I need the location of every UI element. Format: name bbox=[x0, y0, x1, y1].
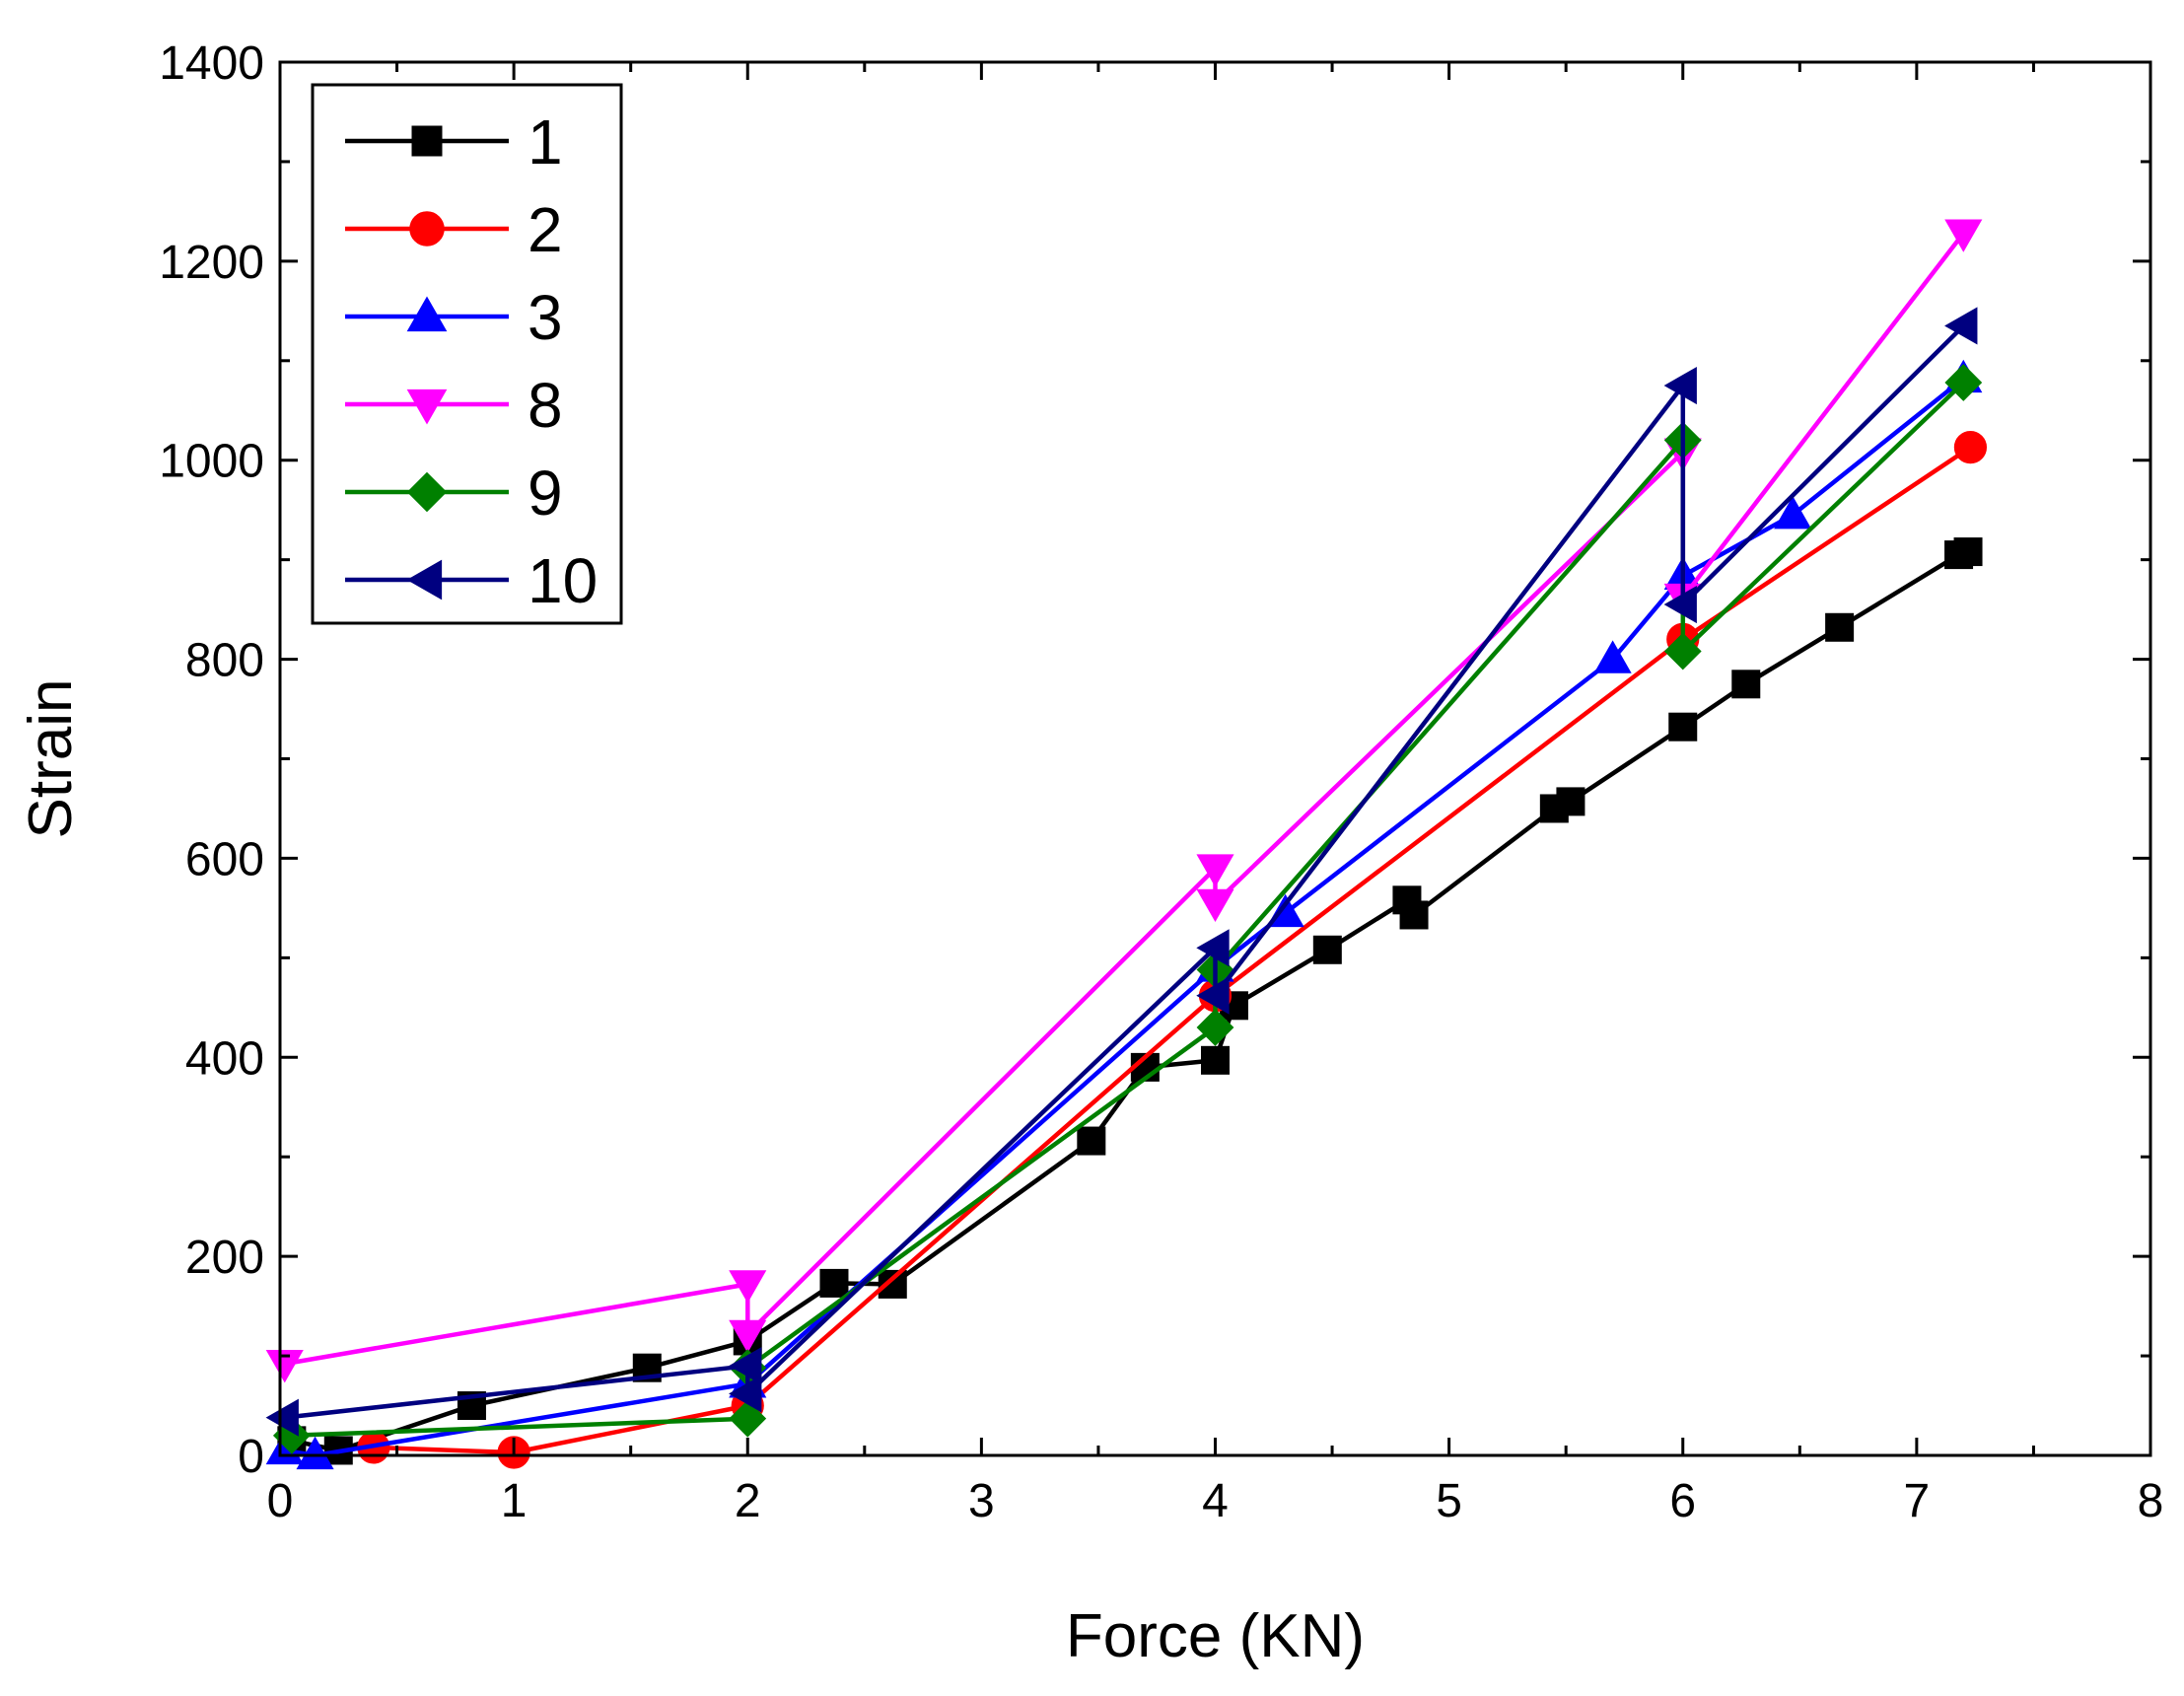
data-point-1 bbox=[1399, 900, 1429, 930]
legend-box bbox=[311, 83, 623, 625]
legend-item-8: 8 bbox=[345, 370, 563, 441]
data-point-10 bbox=[1663, 366, 1697, 405]
y-tick-label: 800 bbox=[185, 635, 264, 687]
data-point-1 bbox=[1731, 670, 1761, 699]
data-point-10 bbox=[729, 1347, 762, 1385]
data-point-2 bbox=[1953, 430, 1988, 464]
data-point-9 bbox=[1196, 1009, 1234, 1046]
y-tick-label: 1200 bbox=[159, 237, 264, 289]
legend-marker-3 bbox=[406, 296, 448, 332]
data-point-10 bbox=[1196, 976, 1230, 1015]
legend-label: 10 bbox=[528, 545, 598, 616]
y-tick-label: 600 bbox=[185, 833, 264, 885]
data-point-8 bbox=[729, 1270, 767, 1304]
data-point-10 bbox=[265, 1398, 299, 1437]
data-point-10 bbox=[1196, 929, 1230, 967]
x-tick-label: 0 bbox=[267, 1475, 294, 1527]
data-point-8 bbox=[1944, 219, 1983, 252]
legend-item-3: 3 bbox=[345, 282, 563, 353]
y-tick-label: 400 bbox=[185, 1032, 264, 1085]
legend-label: 9 bbox=[528, 458, 563, 529]
data-point-1 bbox=[819, 1268, 849, 1298]
legend-item-9: 9 bbox=[345, 458, 563, 529]
x-tick-label: 3 bbox=[968, 1475, 995, 1527]
data-point-1 bbox=[1312, 935, 1342, 964]
legend-item-2: 2 bbox=[345, 194, 563, 265]
legend-marker-8 bbox=[406, 389, 448, 425]
legend-label: 1 bbox=[528, 106, 563, 177]
legend-item-10: 10 bbox=[345, 545, 598, 616]
data-point-9 bbox=[1944, 364, 1983, 401]
x-tick-label: 8 bbox=[2138, 1475, 2164, 1527]
legend-marker-9 bbox=[406, 471, 448, 513]
legend-label: 2 bbox=[528, 194, 563, 265]
data-point-1 bbox=[1201, 1045, 1230, 1075]
data-point-1 bbox=[1953, 537, 1983, 567]
axis-tick-labels: 0 1 2 3 4 5 6 7 8 0 200 400 600 800 1000 1200 1400 bbox=[159, 37, 2163, 1527]
legend-marker-2 bbox=[409, 211, 445, 247]
y-tick-label: 0 bbox=[238, 1431, 264, 1483]
series-layer bbox=[265, 219, 1988, 1470]
data-point-8 bbox=[265, 1349, 304, 1383]
data-point-10 bbox=[1944, 307, 1978, 345]
data-point-8 bbox=[729, 1319, 767, 1354]
x-tick-label: 6 bbox=[1669, 1475, 1696, 1527]
x-tick-label: 4 bbox=[1202, 1475, 1229, 1527]
data-point-10 bbox=[729, 1375, 762, 1413]
data-point-1 bbox=[1077, 1126, 1106, 1156]
data-point-3 bbox=[1593, 640, 1632, 673]
x-tick-label: 5 bbox=[1436, 1475, 1462, 1527]
y-tick-label: 1400 bbox=[159, 37, 264, 90]
legend-label: 3 bbox=[528, 282, 563, 353]
data-point-9 bbox=[1663, 632, 1702, 671]
x-tick-label: 2 bbox=[735, 1475, 761, 1527]
y-tick-label: 200 bbox=[185, 1232, 264, 1284]
x-axis-title: Force (KN) bbox=[1066, 1602, 1365, 1670]
legend-marker-10 bbox=[406, 559, 443, 601]
data-point-3 bbox=[1774, 496, 1812, 530]
data-point-1 bbox=[1556, 787, 1585, 816]
axis-ticks bbox=[278, 60, 2152, 1457]
x-tick-label: 1 bbox=[501, 1475, 528, 1527]
legend-label: 8 bbox=[528, 370, 563, 441]
data-point-8 bbox=[1196, 854, 1234, 887]
y-axis-title: Strain bbox=[17, 679, 85, 839]
y-tick-label: 1000 bbox=[159, 436, 264, 488]
data-point-3 bbox=[296, 1436, 334, 1470]
data-point-1 bbox=[1825, 612, 1855, 642]
data-point-1 bbox=[1668, 712, 1698, 742]
legend: 1 2 3 8 9 10 bbox=[311, 83, 623, 625]
data-point-8 bbox=[1196, 888, 1234, 923]
series-10 bbox=[265, 307, 1978, 1437]
x-tick-label: 7 bbox=[1904, 1475, 1931, 1527]
data-point-10 bbox=[1663, 585, 1697, 624]
legend-marker-1 bbox=[411, 125, 443, 157]
legend-item-1: 1 bbox=[345, 106, 563, 177]
